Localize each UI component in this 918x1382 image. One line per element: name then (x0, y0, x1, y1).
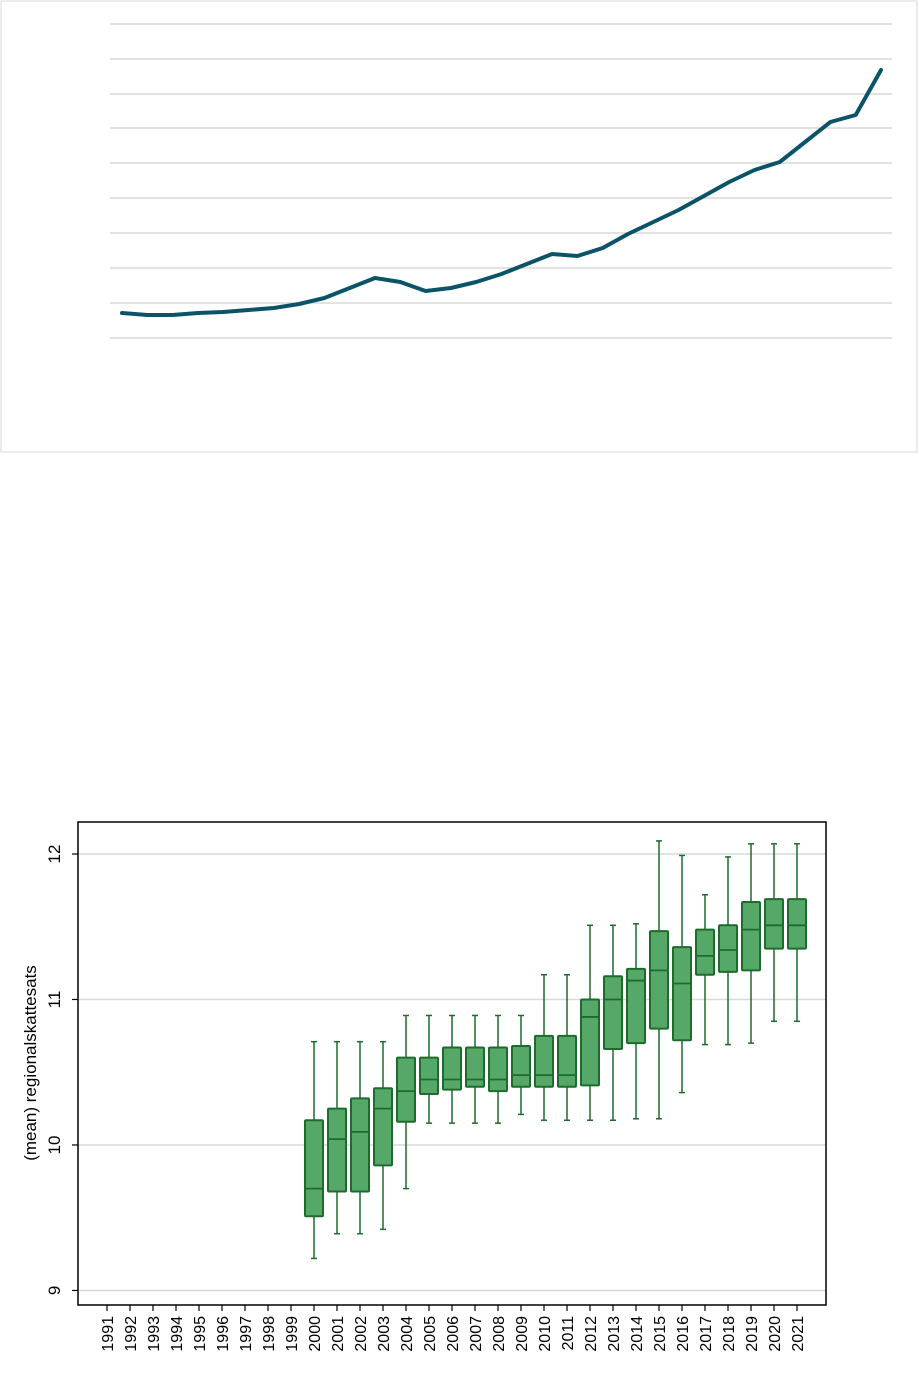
line-chart-series-line (120, 68, 883, 317)
box-plot-x-tick-label-2019: 2019 (744, 1316, 761, 1352)
box-2003-iqr (373, 1087, 393, 1167)
box-plot-x-tick-label-1991: 1991 (100, 1316, 117, 1352)
line-chart-gridlines (110, 23, 892, 339)
box-plot-y-axis-label: (mean) regionalskattesats (21, 965, 40, 1161)
box-plot-x-tick-label-1993: 1993 (146, 1316, 163, 1352)
box-plot-x-tick-label-1992: 1992 (123, 1316, 140, 1352)
box-2017 (695, 893, 715, 1046)
box-2014 (626, 923, 646, 1120)
box-plot-x-tick-label-2018: 2018 (721, 1316, 738, 1352)
box-plot-x-tick-label-2012: 2012 (583, 1316, 600, 1352)
box-2013-iqr (603, 975, 623, 1050)
box-plot-y-tick-label-10: 10 (45, 1136, 64, 1155)
box-plot-x-tick-label-2017: 2017 (698, 1316, 715, 1352)
box-2015-iqr (649, 930, 669, 1030)
box-2020-iqr (764, 898, 784, 950)
line-chart (0, 0, 918, 453)
box-plot-boxes (304, 840, 807, 1260)
box-plot-x-tick-label-2000: 2000 (307, 1316, 324, 1352)
box-2005 (419, 1014, 439, 1124)
box-2000-iqr (304, 1119, 324, 1218)
box-2011 (557, 974, 577, 1121)
box-plot-x-tick-label-2007: 2007 (468, 1316, 485, 1352)
box-2018-iqr (718, 924, 738, 973)
box-2007-iqr (465, 1046, 485, 1088)
box-plot-y-tick-label-9: 9 (45, 1286, 64, 1295)
box-plot-x-tick-label-1998: 1998 (261, 1316, 278, 1352)
box-plot-x-tick-label-2016: 2016 (675, 1316, 692, 1352)
box-2008 (488, 1014, 508, 1124)
box-2016 (672, 854, 692, 1094)
box-plot-x-tick-label-2006: 2006 (445, 1316, 462, 1352)
box-2004 (396, 1014, 416, 1190)
box-2015 (649, 840, 669, 1120)
box-2014-iqr (626, 967, 646, 1045)
box-2017-iqr (695, 928, 715, 976)
box-plot-x-tick-label-2005: 2005 (422, 1316, 439, 1352)
box-plot-x-ticks: 1991 1992 1993 1994 1995 1996 1997 1998 1999 2000… (100, 1305, 807, 1352)
box-plot-x-tick-label-2001: 2001 (330, 1316, 347, 1352)
box-plot-x-tick-label-2008: 2008 (491, 1316, 508, 1352)
box-plot-x-tick-label-2013: 2013 (606, 1316, 623, 1352)
box-2019-iqr (741, 901, 761, 972)
box-2001 (327, 1040, 347, 1235)
box-2010 (534, 974, 554, 1121)
box-2009 (511, 1014, 531, 1116)
box-plot-gridlines (78, 853, 826, 1292)
box-plot-x-tick-label-1995: 1995 (192, 1316, 209, 1352)
box-2016-iqr (672, 946, 692, 1042)
box-plot-x-tick-label-1996: 1996 (215, 1316, 232, 1352)
box-2002-iqr (350, 1097, 370, 1193)
box-2002 (350, 1040, 370, 1235)
box-plot-x-tick-label-1997: 1997 (238, 1316, 255, 1352)
box-plot-y-tick-label-11: 11 (45, 991, 64, 1009)
box-plot-x-tick-label-2021: 2021 (790, 1316, 807, 1352)
box-plot-x-tick-label-2010: 2010 (537, 1316, 554, 1352)
box-plot-x-tick-label-2002: 2002 (353, 1316, 370, 1352)
box-plot-x-tick-label-2020: 2020 (767, 1316, 784, 1352)
line-chart-frame (0, 0, 918, 453)
box-plot-x-tick-label-2011: 2011 (560, 1316, 577, 1351)
box-2019 (741, 843, 761, 1044)
box-2010-iqr (534, 1034, 554, 1088)
box-2012-iqr (580, 998, 600, 1087)
box-2012 (580, 924, 600, 1121)
box-plot-chart: 9 10 11 12 1991 1992 1993 1994 1995 1996 1997 1998… (21, 821, 827, 1352)
box-2001-iqr (327, 1107, 347, 1193)
line-chart-series (120, 68, 883, 317)
box-2011-iqr (557, 1034, 577, 1088)
box-2007 (465, 1014, 485, 1124)
box-2013 (603, 924, 623, 1121)
box-plot-x-tick-label-1994: 1994 (169, 1316, 186, 1352)
box-2021-iqr (787, 898, 807, 950)
box-plot-x-tick-label-2014: 2014 (629, 1316, 646, 1352)
box-2004-iqr (396, 1056, 416, 1123)
box-plot-x-tick-label-2004: 2004 (399, 1316, 416, 1352)
box-plot-x-tick-label-2003: 2003 (376, 1316, 393, 1352)
box-2020 (764, 843, 784, 1023)
box-plot-y-ticks: 9 10 11 12 (45, 845, 78, 1295)
box-plot-x-tick-label-2015: 2015 (652, 1316, 669, 1352)
box-2008-iqr (488, 1046, 508, 1093)
box-2000 (304, 1040, 324, 1260)
box-plot-x-tick-label-2009: 2009 (514, 1316, 531, 1352)
box-2005-iqr (419, 1056, 439, 1096)
box-2003 (373, 1040, 393, 1231)
box-plot-x-tick-label-1999: 1999 (284, 1316, 301, 1352)
box-2021 (787, 843, 807, 1023)
box-2006-iqr (442, 1046, 462, 1091)
box-2009-iqr (511, 1045, 531, 1088)
box-2006 (442, 1014, 462, 1124)
box-2018 (718, 856, 738, 1046)
box-plot-y-tick-label-12: 12 (45, 845, 64, 864)
